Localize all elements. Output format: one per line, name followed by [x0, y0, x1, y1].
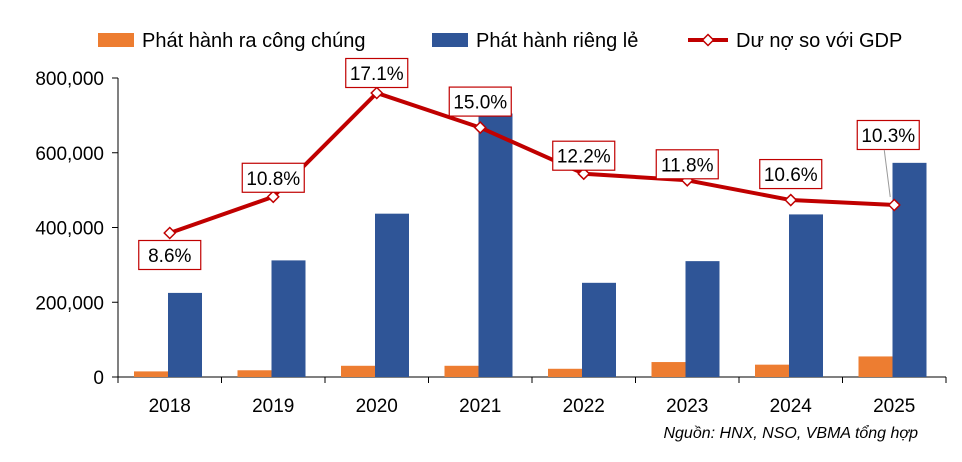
legend-label-public: Phát hành ra công chúng: [142, 30, 366, 52]
gdp-ratio-point-2024: [784, 193, 798, 207]
bar-private-2018: [168, 292, 202, 377]
x-tick-label: 2020: [356, 396, 398, 417]
svg-text:10.3%: 10.3%: [861, 126, 915, 147]
gdp-ratio-point-2022: [577, 167, 591, 181]
y-tick-label: 600,000: [35, 144, 104, 165]
gdp-ratio-point-2025: [887, 198, 901, 212]
y-tick-label: 400,000: [35, 219, 104, 240]
bar-public-2025: [858, 356, 893, 377]
axes: 0 200,000 400,000 600,000 800,000 2018 2019 202…: [35, 69, 947, 417]
svg-text:12.2%: 12.2%: [557, 147, 611, 168]
svg-text:15.0%: 15.0%: [453, 93, 507, 114]
data-label-2019: 10.8%: [241, 162, 305, 193]
legend-swatch-private: [432, 33, 468, 47]
svg-text:11.8%: 11.8%: [661, 155, 714, 176]
legend-swatch-public: [98, 33, 134, 47]
bar-public-2018: [134, 371, 168, 377]
gdp-ratio-point-2018: [163, 226, 177, 240]
bar-public-2020: [341, 365, 375, 377]
bar-public-2019: [237, 370, 272, 377]
data-label-2024: 10.6%: [759, 158, 823, 190]
data-label-2021: 15.0%: [448, 86, 512, 117]
y-tick-label: 800,000: [35, 69, 104, 90]
gdp-ratio-point-2019: [266, 190, 280, 204]
x-tick-label: 2025: [873, 396, 915, 417]
legend-marker-line: [701, 33, 715, 47]
source-note: Nguồn: HNX, NSO, VBMA tổng hợp: [663, 424, 918, 442]
x-tick-label: 2021: [459, 396, 501, 417]
gdp-ratio-point-2021: [473, 121, 487, 135]
x-tick-label: 2022: [563, 396, 605, 417]
bar-private-2024: [789, 214, 823, 377]
bar-private-2019: [271, 260, 306, 377]
legend-label-line: Dư nợ so với GDP: [736, 30, 902, 52]
data-label-2023: 11.8%: [655, 149, 719, 180]
svg-text:17.1%: 17.1%: [350, 64, 404, 85]
bar-public-2023: [651, 362, 686, 377]
bar-public-2021: [444, 365, 479, 377]
bar-public-2024: [755, 364, 789, 377]
labels: 8.6% 10.8% 17.1% 15.0% 12.2% 11.8% 10.6% 10.3%: [138, 57, 920, 271]
x-tick-label: 2018: [149, 396, 191, 417]
x-tick-label: 2019: [252, 396, 294, 417]
legend: Phát hành ra công chúng Phát hành riêng l…: [98, 30, 902, 52]
x-tick-label: 2023: [666, 396, 708, 417]
bar-public-2022: [548, 368, 582, 377]
y-tick-label: 0: [93, 368, 104, 389]
x-tick-label: 2024: [770, 396, 813, 417]
bars: [134, 113, 927, 377]
data-label-2020: 17.1%: [345, 57, 409, 89]
data-label-2018: 8.6%: [138, 239, 202, 271]
bar-private-2023: [685, 261, 720, 377]
bar-private-2025: [892, 162, 927, 377]
data-label-2022: 12.2%: [552, 140, 616, 171]
svg-text:10.6%: 10.6%: [764, 165, 818, 186]
leader-line: [883, 149, 891, 198]
bar-private-2022: [582, 282, 616, 377]
svg-text:8.6%: 8.6%: [148, 246, 191, 267]
legend-label-private: Phát hành riêng lẻ: [476, 30, 638, 52]
svg-text:10.8%: 10.8%: [246, 169, 300, 190]
y-tick-label: 200,000: [35, 293, 104, 314]
gdp-ratio-point-2020: [370, 86, 384, 100]
bar-private-2020: [375, 213, 409, 377]
data-label-2025: 10.3%: [856, 119, 920, 151]
bar-private-2021: [478, 113, 513, 377]
